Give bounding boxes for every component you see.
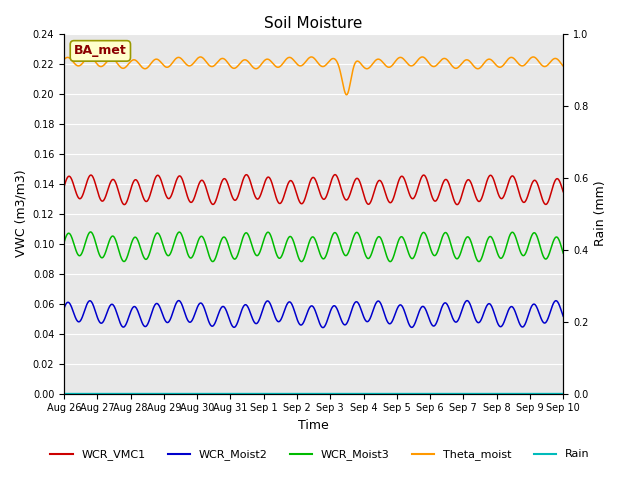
Line: WCR_VMC1: WCR_VMC1 [64, 175, 563, 204]
Theta_moist [545, 61, 553, 67]
Rain [559, 391, 567, 396]
WCR_VMC1 [86, 173, 93, 179]
WCR_VMC1 [303, 190, 310, 196]
Theta_moist [290, 57, 298, 63]
WCR_Moist2 [319, 324, 327, 330]
WCR_VMC1 [331, 172, 339, 178]
WCR_Moist3 [559, 250, 567, 256]
WCR_Moist2 [175, 298, 182, 303]
WCR_VMC1 [545, 196, 553, 202]
Rain [303, 391, 310, 396]
WCR_Moist3 [290, 239, 298, 245]
Theta_moist [559, 63, 567, 69]
WCR_Moist3 [86, 229, 94, 235]
Text: BA_met: BA_met [74, 45, 127, 58]
WCR_VMC1 [290, 181, 298, 187]
X-axis label: Time: Time [298, 419, 329, 432]
WCR_Moist3 [60, 240, 68, 245]
Theta_moist [86, 54, 93, 60]
Theta_moist [419, 54, 426, 60]
Theta_moist [342, 92, 350, 97]
Theta_moist [303, 58, 310, 63]
Rain [290, 391, 298, 396]
WCR_Moist2 [545, 312, 553, 318]
WCR_Moist2 [454, 318, 461, 324]
WCR_Moist3 [86, 229, 93, 235]
Theta_moist [60, 57, 68, 62]
Y-axis label: Rain (mm): Rain (mm) [594, 181, 607, 246]
Line: WCR_Moist3: WCR_Moist3 [64, 232, 563, 262]
Rain [60, 391, 68, 396]
Theta_moist [545, 60, 553, 66]
WCR_VMC1 [60, 184, 68, 190]
WCR_VMC1 [454, 202, 461, 207]
WCR_VMC1 [453, 202, 461, 207]
WCR_Moist2 [303, 311, 311, 316]
Rain [545, 391, 552, 396]
WCR_Moist2 [290, 306, 298, 312]
WCR_Moist2 [86, 298, 93, 304]
Rain [545, 391, 552, 396]
Rain [86, 391, 93, 396]
Y-axis label: VWC (m3/m3): VWC (m3/m3) [14, 170, 27, 257]
WCR_Moist3 [545, 251, 553, 257]
WCR_Moist2 [60, 306, 68, 312]
WCR_VMC1 [559, 189, 567, 194]
Theta_moist [454, 65, 461, 71]
Line: Theta_moist: Theta_moist [64, 57, 563, 95]
WCR_Moist3 [387, 259, 394, 264]
Rain [453, 391, 461, 396]
WCR_Moist2 [559, 313, 567, 319]
WCR_Moist2 [545, 313, 553, 319]
Title: Soil Moisture: Soil Moisture [264, 16, 363, 31]
WCR_VMC1 [545, 197, 553, 203]
WCR_Moist3 [545, 252, 553, 257]
WCR_Moist3 [303, 247, 311, 252]
Legend: WCR_VMC1, WCR_Moist2, WCR_Moist3, Theta_moist, Rain: WCR_VMC1, WCR_Moist2, WCR_Moist3, Theta_… [46, 445, 594, 465]
WCR_Moist3 [454, 256, 461, 262]
Line: WCR_Moist2: WCR_Moist2 [64, 300, 563, 327]
